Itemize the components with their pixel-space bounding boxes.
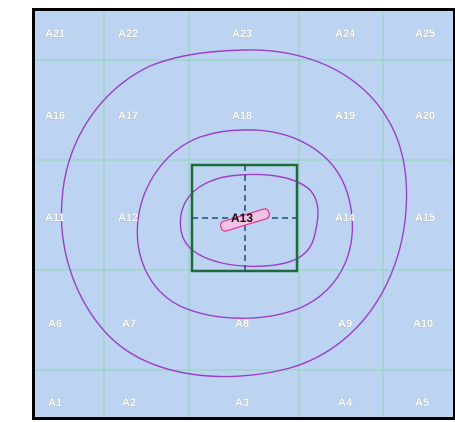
cell-label: A5 bbox=[415, 397, 429, 409]
cell-label: A3 bbox=[235, 397, 249, 409]
cell-label: A9 bbox=[338, 318, 352, 330]
cell-label: A2 bbox=[122, 397, 136, 409]
cell-label: A15 bbox=[415, 212, 435, 224]
cell-label: A10 bbox=[413, 318, 433, 330]
cell-label: A8 bbox=[235, 318, 249, 330]
cell-label: A14 bbox=[335, 212, 356, 224]
cell-label: A1 bbox=[48, 397, 62, 409]
cell-label: A12 bbox=[118, 212, 138, 224]
cell-label: A7 bbox=[122, 318, 136, 330]
cell-label: A24 bbox=[335, 28, 356, 40]
cell-label: A6 bbox=[48, 318, 62, 330]
center-cell-label: A13 bbox=[231, 211, 253, 225]
cell-labels: A21 A22 A23 A24 A25 A16 A17 A18 A19 A20 … bbox=[45, 28, 436, 410]
cell-label: A18 bbox=[232, 110, 252, 122]
cell-label: A20 bbox=[415, 110, 435, 122]
outer-contour bbox=[60, 49, 408, 378]
cell-label: A17 bbox=[118, 110, 138, 122]
inner-contour bbox=[179, 173, 319, 268]
cell-label: A11 bbox=[45, 212, 65, 224]
cell-label: A23 bbox=[232, 28, 252, 40]
middle-contour bbox=[136, 129, 354, 319]
cell-label: A21 bbox=[45, 28, 65, 40]
cell-label: A4 bbox=[338, 397, 353, 409]
cell-label: A19 bbox=[335, 110, 355, 122]
cell-label: A25 bbox=[415, 28, 435, 40]
cell-label: A16 bbox=[45, 110, 65, 122]
cell-label: A22 bbox=[118, 28, 138, 40]
center-mark bbox=[220, 208, 270, 232]
